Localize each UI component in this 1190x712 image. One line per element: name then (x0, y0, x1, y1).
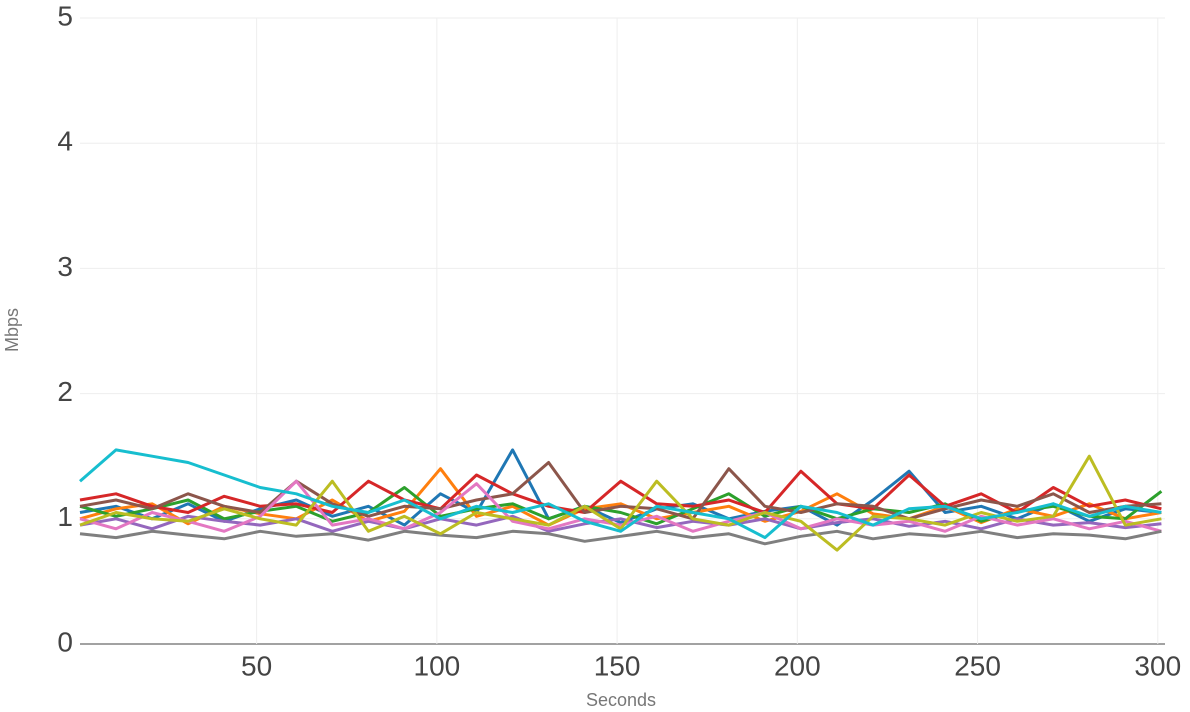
x-tick-label: 200 (774, 650, 821, 681)
series-line (79, 448, 1162, 527)
x-tick-label: 300 (1134, 650, 1181, 681)
y-tick-label: 0 (57, 626, 73, 657)
series-line (79, 461, 1162, 521)
series-line (79, 469, 1162, 514)
x-tick-label: 50 (241, 650, 272, 681)
series-line (79, 479, 1162, 533)
y-tick-label: 1 (57, 501, 73, 532)
y-tick-label: 3 (57, 251, 73, 282)
series-line (79, 454, 1162, 552)
x-axis-title: Seconds (586, 690, 656, 710)
y-axis-title: Mbps (2, 308, 22, 352)
x-tick-label: 250 (954, 650, 1001, 681)
x-tick-label: 150 (594, 650, 641, 681)
series-line (79, 529, 1162, 546)
series-line (79, 448, 1162, 540)
y-tick-label: 2 (57, 376, 73, 407)
x-tick-label: 100 (414, 650, 461, 681)
series-line (79, 514, 1162, 533)
y-tick-label: 5 (57, 0, 73, 31)
y-tick-label: 4 (57, 126, 73, 157)
